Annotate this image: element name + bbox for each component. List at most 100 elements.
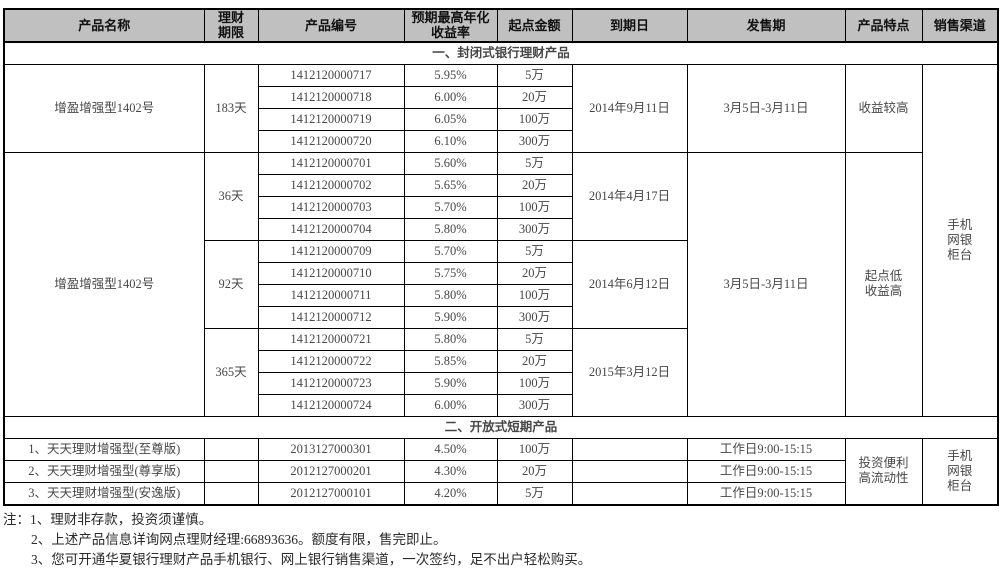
cell-product-code: 1412120000717: [257, 63, 405, 87]
cell-product-code: 1412120000710: [257, 261, 405, 285]
table-row: 1、天天理财增强型(至尊版) 2013127000301 4.50% 100万 工作日9…: [3, 437, 999, 506]
cell-sales-channel: 手机 网银 柜台: [921, 63, 999, 417]
cell-product-code: 1412120000721: [257, 327, 405, 351]
cell-maturity-date: [571, 459, 688, 483]
cell-product-name: 3、天天理财增强型(安逸版): [3, 481, 205, 506]
table-row: 1412120000703 5.70% 100万: [4, 195, 998, 219]
note-line: 3、您可开通华夏银行理财产品手机银行、网上银行销售渠道，一次签约，足不出户轻松购…: [3, 550, 1000, 570]
cell-rate: 4.50%: [403, 437, 498, 461]
cell-product-code: 2012127000201: [257, 459, 405, 483]
table-row: 1412120000722 5.85% 20万: [4, 349, 998, 373]
cell-amount: 300万: [496, 305, 573, 329]
products-table: 产品名称 理财 期限 产品编号 预期最高年化 收益率 起点金额 到期日 发售期 产品特点 销售渠道 …: [3, 8, 999, 506]
table-row: 增盈增强型1402号 36天 1412120000701 5.60% 5万 2014年4月…: [3, 151, 998, 417]
cell-rate: 5.80%: [403, 327, 498, 351]
table-row: 1412120000718 6.00% 20万: [4, 85, 998, 109]
column-header-sale-period: 发售期: [686, 8, 846, 43]
cell-rate: 6.05%: [403, 107, 498, 131]
cell-product-code: 1412120000712: [257, 305, 405, 329]
cell-rate: 6.10%: [403, 129, 498, 153]
cell-maturity-date: 2014年4月17日: [571, 151, 688, 241]
cell-product-name: 1、天天理财增强型(至尊版): [3, 437, 205, 461]
notes-section: 注：1、理财非存款，投资须谨慎。 2、上述产品信息详询网点理财经理:668936…: [3, 510, 1000, 570]
cell-product-code: 1412120000722: [257, 349, 405, 373]
note-item: 1、理财非存款，投资须谨慎。: [30, 511, 213, 527]
section-title: 一、封闭式银行理财产品: [3, 41, 999, 65]
cell-features: 起点低 收益高: [844, 151, 923, 417]
section-title: 二、开放式短期产品: [3, 415, 999, 439]
cell-amount: 100万: [496, 283, 573, 307]
cell-rate: 5.90%: [403, 305, 498, 329]
cell-product-name: 增盈增强型1402号: [3, 63, 205, 153]
cell-maturity-date: 2014年6月12日: [571, 239, 688, 329]
notes-prefix: 注：: [3, 511, 30, 527]
cell-rate: 5.65%: [403, 173, 498, 197]
table-row: 1412120000711 5.80% 100万: [4, 283, 998, 307]
cell-maturity-date: [571, 437, 688, 461]
cell-product-name: 增盈增强型1402号: [3, 151, 205, 417]
cell-maturity-date: 2015年3月12日: [571, 327, 688, 417]
cell-amount: 5万: [496, 239, 573, 263]
cell-rate: 5.90%: [403, 371, 498, 395]
cell-rate: 5.95%: [403, 63, 498, 87]
table-row: 1412120000719 6.05% 100万: [4, 107, 998, 131]
cell-amount: 20万: [496, 349, 573, 373]
cell-term: 365天: [203, 327, 259, 417]
cell-amount: 100万: [496, 195, 573, 219]
cell-amount: 5万: [496, 151, 573, 175]
cell-sale-period: 工作日9:00-15:15: [686, 437, 846, 461]
cell-rate: 4.20%: [403, 481, 498, 506]
cell-term: [203, 437, 259, 461]
cell-amount: 300万: [496, 217, 573, 241]
cell-amount: 20万: [496, 261, 573, 285]
column-header-maturity-date: 到期日: [571, 8, 688, 43]
cell-rate: 5.80%: [403, 217, 498, 241]
note-item: 2、上述产品信息详询网点理财经理:66893636。额度有限，售完即止。: [31, 531, 447, 547]
cell-amount: 20万: [496, 173, 573, 197]
cell-amount: 300万: [496, 129, 573, 153]
table-row: 1412120000704 5.80% 300万: [4, 217, 998, 241]
cell-term: [203, 481, 259, 506]
cell-product-code: 2012127000101: [257, 481, 405, 506]
note-line: 注：1、理财非存款，投资须谨慎。: [3, 510, 1000, 530]
column-header-sales-channel: 销售渠道: [921, 8, 999, 43]
cell-product-code: 1412120000719: [257, 107, 405, 131]
cell-term: 92天: [203, 239, 259, 329]
cell-product-code: 1412120000711: [257, 283, 405, 307]
table-row: 1412120000710 5.75% 20万: [4, 261, 998, 285]
cell-term: [203, 459, 259, 483]
cell-product-code: 1412120000718: [257, 85, 405, 109]
table-row: 3、天天理财增强型(安逸版) 2012127000101 4.20% 5万 工作日9:0…: [3, 481, 998, 506]
cell-product-name: 2、天天理财增强型(尊享版): [3, 459, 205, 483]
cell-term: 36天: [203, 151, 259, 241]
cell-product-code: 1412120000702: [257, 173, 405, 197]
cell-maturity-date: 2014年9月11日: [571, 63, 688, 153]
column-header-min-amount: 起点金额: [496, 8, 573, 43]
cell-rate: 5.70%: [403, 195, 498, 219]
cell-rate: 6.00%: [403, 393, 498, 417]
table-row: 增盈增强型1402号 183天 1412120000717 5.95% 5万 2014年9…: [3, 63, 999, 417]
cell-sale-period: 3月5日-3月11日: [686, 151, 846, 417]
cell-product-code: 1412120000724: [257, 393, 405, 417]
cell-amount: 100万: [496, 437, 573, 461]
section-title-row: 二、开放式短期产品: [3, 415, 999, 439]
cell-amount: 100万: [496, 107, 573, 131]
cell-rate: 5.60%: [403, 151, 498, 175]
cell-rate: 5.85%: [403, 349, 498, 373]
table-body: 一、封闭式银行理财产品 增盈增强型1402号 183天 1412120000717 5.…: [3, 41, 999, 506]
table-header: 产品名称 理财 期限 产品编号 预期最高年化 收益率 起点金额 到期日 发售期 产品特点 销售渠道: [3, 8, 999, 43]
cell-amount: 5万: [496, 481, 573, 506]
cell-product-code: 2013127000301: [257, 437, 405, 461]
cell-amount: 5万: [496, 63, 573, 87]
table-row: 2、天天理财增强型(尊享版) 2012127000201 4.30% 20万 工作日9:…: [3, 459, 998, 483]
cell-product-code: 1412120000720: [257, 129, 405, 153]
cell-product-code: 1412120000704: [257, 217, 405, 241]
note-item: 3、您可开通华夏银行理财产品手机银行、网上银行销售渠道，一次签约，足不出户轻松购…: [31, 551, 592, 567]
cell-amount: 5万: [496, 327, 573, 351]
cell-sale-period: 工作日9:00-15:15: [686, 481, 846, 506]
cell-rate: 5.80%: [403, 283, 498, 307]
table-row: 1412120000702 5.65% 20万: [4, 173, 998, 197]
cell-amount: 100万: [496, 371, 573, 395]
header-row: 产品名称 理财 期限 产品编号 预期最高年化 收益率 起点金额 到期日 发售期 产品特点 销售渠道: [3, 8, 999, 43]
column-header-product-code: 产品编号: [257, 8, 405, 43]
